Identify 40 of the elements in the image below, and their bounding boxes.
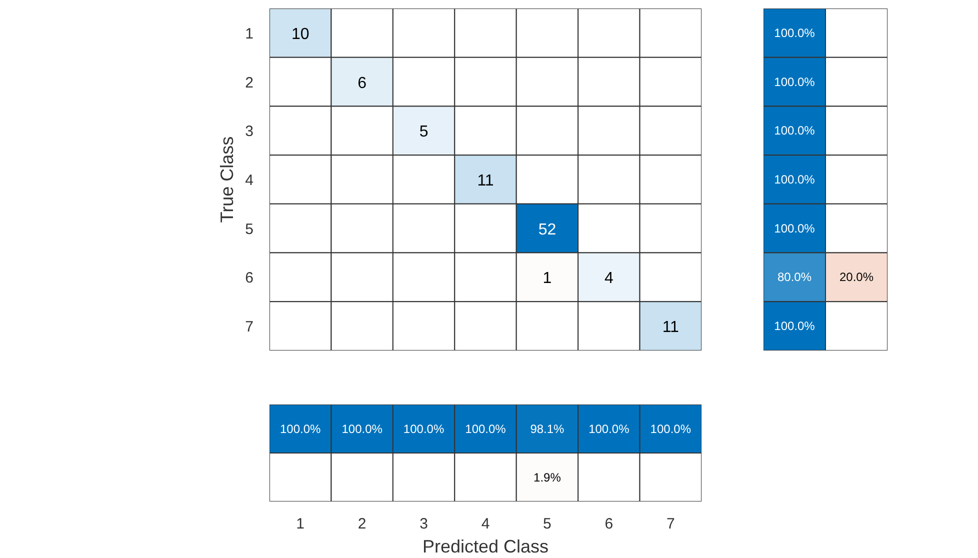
x-tick-label: 2	[358, 516, 366, 532]
data-label: 100.0%	[774, 221, 816, 236]
y-tick-label: 6	[245, 270, 254, 287]
data-label: 100.0%	[403, 422, 444, 436]
data-label: 1	[542, 270, 552, 288]
y-tick-label: 4	[245, 172, 254, 189]
data-label: 100.0%	[774, 124, 816, 138]
data-label: 11	[662, 319, 680, 336]
y-axis-title: True Class	[217, 136, 238, 223]
x-tick-label: 5	[543, 516, 552, 532]
data-label: 100.0%	[774, 319, 816, 334]
data-label: 11	[477, 172, 494, 190]
y-tick-label: 7	[245, 318, 254, 336]
data-label: 10	[291, 26, 310, 43]
data-label: 100.0%	[588, 422, 630, 436]
x-tick-label: 6	[604, 516, 614, 532]
x-tick-label: 1	[296, 516, 305, 532]
y-tick-label: 3	[245, 123, 254, 140]
x-tick-label: 4	[481, 516, 490, 532]
data-label: 6	[358, 74, 367, 92]
data-label: 100.0%	[650, 422, 692, 436]
y-tick-label: 5	[245, 220, 254, 238]
data-label: 5	[419, 124, 428, 141]
data-label: 20.0%	[839, 270, 874, 284]
y-tick-label: 1	[245, 25, 254, 42]
data-label: 100.0%	[280, 422, 322, 436]
x-tick-label: 3	[420, 516, 428, 532]
data-label: 1.9%	[534, 470, 562, 484]
data-label: 100.0%	[774, 26, 816, 40]
y-tick-label: 2	[245, 74, 254, 92]
data-label: 100.0%	[774, 172, 816, 186]
data-label: 100.0%	[342, 422, 383, 436]
data-label: 80.0%	[777, 270, 812, 284]
x-tick-label: 7	[666, 516, 675, 532]
x-axis-title: Predicted Class	[422, 536, 549, 556]
data-label: 100.0%	[774, 74, 816, 89]
data-label: 4	[604, 270, 614, 288]
data-label: 98.1%	[530, 422, 565, 436]
data-label: 52	[538, 221, 556, 238]
data-label: 100.0%	[465, 422, 506, 436]
